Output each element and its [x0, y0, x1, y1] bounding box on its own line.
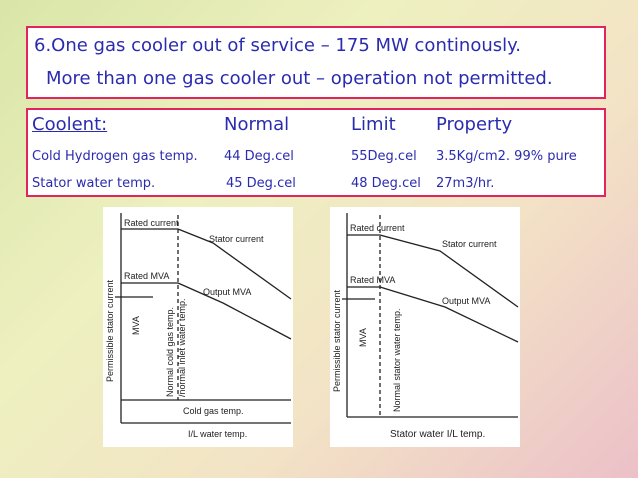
- coolant-table: Coolent: Normal Limit Property Cold Hydr…: [26, 108, 606, 197]
- label: Stator water I/L temp.: [390, 429, 485, 440]
- diagram: Rated current Stator current Rated MVA O…: [330, 207, 520, 447]
- header-cell: Limit: [351, 114, 396, 135]
- note-box: 6.One gas cooler out of service – 175 MW…: [26, 26, 606, 99]
- table-cell: Cold Hydrogen gas temp.: [32, 149, 198, 164]
- table-cell: 55Deg.cel: [351, 149, 417, 164]
- label: Permissible stator current: [105, 279, 115, 382]
- label: MVA: [358, 328, 368, 347]
- note-line: More than one gas cooler out – operation…: [46, 68, 553, 89]
- label: Rated current: [350, 223, 405, 233]
- label: Stator current: [209, 234, 264, 244]
- label: Normal stator water temp.: [392, 308, 402, 412]
- header-cell: Property: [436, 114, 513, 135]
- output-mva-curve: [379, 286, 519, 343]
- label: Rated current: [124, 218, 179, 228]
- table-cell: Stator water temp.: [32, 176, 156, 191]
- label: MVA: [131, 316, 141, 335]
- label: Output MVA: [442, 296, 490, 306]
- label: Output MVA: [203, 287, 251, 297]
- label: Rated MVA: [124, 271, 169, 281]
- output-mva-curve: [177, 282, 292, 340]
- table-cell: 48 Deg.cel: [351, 176, 421, 191]
- label: Rated MVA: [350, 275, 395, 285]
- label: /normal inlet water temp.: [177, 298, 187, 397]
- label: Permissible stator current: [332, 289, 342, 392]
- table-cell: 3.5Kg/cm2. 99% pure: [436, 149, 577, 164]
- label: Normal cold gas temp.: [165, 307, 175, 397]
- diagram: Rated current Stator current Rated MVA O…: [103, 207, 293, 447]
- header-cell: Coolent:: [32, 114, 108, 135]
- stator-current-curve: [177, 228, 292, 300]
- header-cell: Normal: [224, 114, 290, 135]
- label: Cold gas temp.: [183, 406, 244, 416]
- note-line: 6.One gas cooler out of service – 175 MW…: [34, 35, 521, 56]
- table-cell: 45 Deg.cel: [226, 176, 296, 191]
- table-cell: 27m3/hr.: [436, 176, 495, 191]
- diagram-bg: [103, 207, 293, 447]
- table-cell: 44 Deg.cel: [224, 149, 294, 164]
- label: Stator current: [442, 239, 497, 249]
- stator-current-curve: [379, 234, 519, 308]
- label: I/L water temp.: [188, 429, 247, 439]
